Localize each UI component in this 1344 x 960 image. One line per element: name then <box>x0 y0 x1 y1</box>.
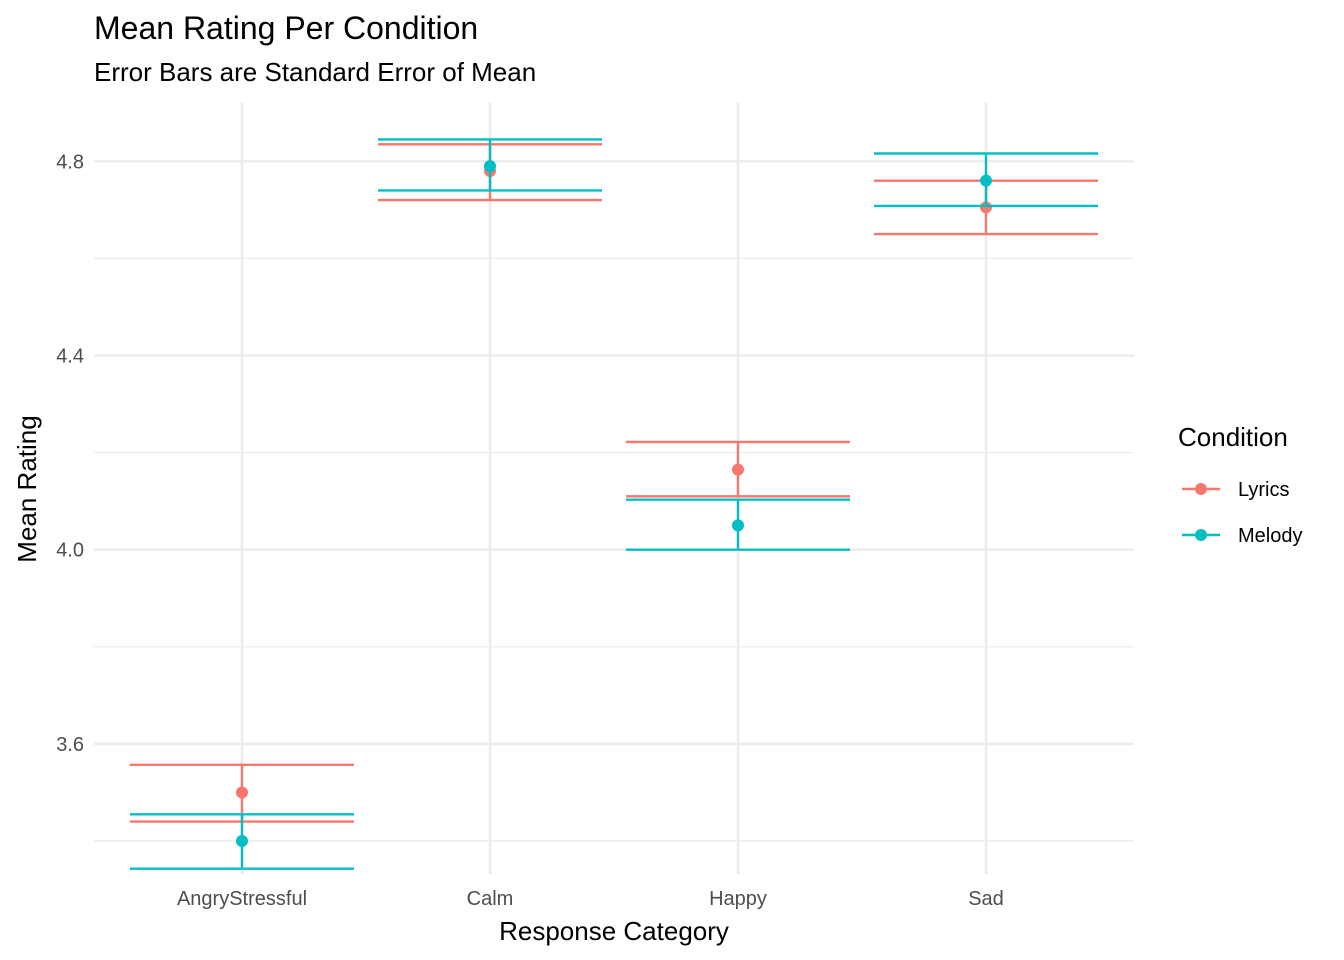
y-tick-label: 4.8 <box>56 151 84 173</box>
legend-key-melody-point <box>1195 529 1207 541</box>
x-tick-label: Happy <box>709 888 767 910</box>
lyrics-point <box>732 463 744 476</box>
x-tick-label: AngryStressful <box>177 888 307 910</box>
melody-point <box>484 160 496 173</box>
y-tick-label: 4.4 <box>56 345 84 367</box>
lyrics-point <box>236 786 248 799</box>
x-axis-title: Response Category <box>499 916 729 946</box>
y-axis-title: Mean Rating <box>12 415 42 562</box>
major-gridlines <box>94 103 1134 875</box>
legend: Lyrics Melody <box>1182 479 1302 547</box>
x-tick-label: Sad <box>968 888 1004 910</box>
melody-point <box>236 835 248 848</box>
legend-title: Condition <box>1178 422 1288 452</box>
chart-title: Mean Rating Per Condition <box>94 10 479 46</box>
melody-point <box>732 519 744 532</box>
chart-subtitle: Error Bars are Standard Error of Mean <box>94 57 537 87</box>
legend-label-lyrics: Lyrics <box>1238 479 1289 501</box>
y-axis-tick-labels: 3.6 4.0 4.4 4.8 <box>56 151 84 756</box>
y-tick-label: 4.0 <box>56 540 84 562</box>
x-tick-label: Calm <box>467 888 514 910</box>
legend-key-lyrics-point <box>1195 483 1207 495</box>
legend-label-melody: Melody <box>1238 525 1302 547</box>
plot-marks <box>130 138 1098 870</box>
lyrics-point <box>980 201 992 214</box>
x-axis-tick-labels: AngryStressful Calm Happy Sad <box>177 888 1004 910</box>
y-tick-label: 3.6 <box>56 734 84 756</box>
melody-point <box>980 174 992 187</box>
minor-gridlines <box>94 257 1134 842</box>
